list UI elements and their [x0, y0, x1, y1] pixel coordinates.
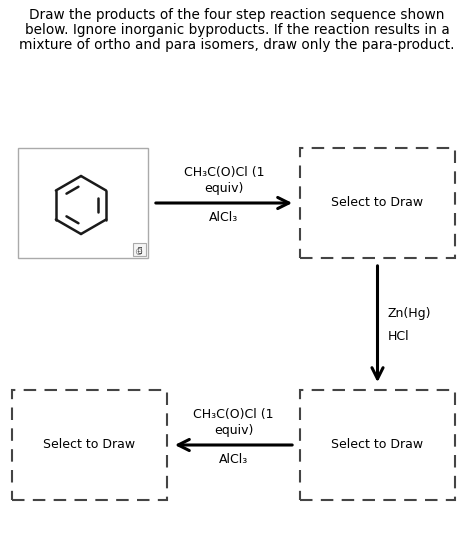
Text: HCl: HCl — [388, 329, 409, 342]
Text: AlCl₃: AlCl₃ — [219, 453, 248, 466]
Text: Select to Draw: Select to Draw — [44, 438, 136, 451]
Text: mixture of ortho and para isomers, draw only the para-product.: mixture of ortho and para isomers, draw … — [19, 38, 455, 52]
Text: below. Ignore inorganic byproducts. If the reaction results in a: below. Ignore inorganic byproducts. If t… — [25, 23, 449, 37]
Text: AlCl₃: AlCl₃ — [210, 211, 238, 224]
Text: Select to Draw: Select to Draw — [331, 197, 424, 210]
Text: CH₃C(O)Cl (1
equiv): CH₃C(O)Cl (1 equiv) — [193, 408, 274, 437]
Text: Select to Draw: Select to Draw — [331, 438, 424, 451]
Bar — [300, 390, 455, 500]
Bar — [133, 243, 146, 256]
Text: Draw the products of the four step reaction sequence shown: Draw the products of the four step react… — [29, 8, 445, 22]
Bar — [12, 390, 167, 500]
Text: ⊝: ⊝ — [134, 247, 142, 257]
Bar — [18, 148, 148, 258]
Bar — [300, 148, 455, 258]
Text: CH₃C(O)Cl (1
equiv): CH₃C(O)Cl (1 equiv) — [184, 166, 264, 195]
Text: Zn(Hg): Zn(Hg) — [388, 307, 431, 321]
Text: 🔍: 🔍 — [137, 246, 142, 253]
